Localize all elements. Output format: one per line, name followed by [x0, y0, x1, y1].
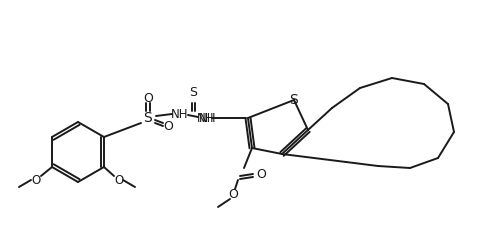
Text: O: O — [31, 173, 41, 186]
Text: O: O — [256, 169, 266, 181]
Text: O: O — [227, 187, 237, 201]
Text: NH: NH — [199, 113, 216, 126]
Text: NH: NH — [171, 108, 188, 121]
Text: O: O — [163, 119, 172, 132]
Text: O: O — [143, 92, 153, 105]
Text: S: S — [188, 87, 196, 100]
Text: NH: NH — [197, 111, 214, 125]
Text: S: S — [143, 111, 152, 125]
Text: O: O — [114, 173, 123, 186]
Text: S: S — [289, 93, 298, 107]
